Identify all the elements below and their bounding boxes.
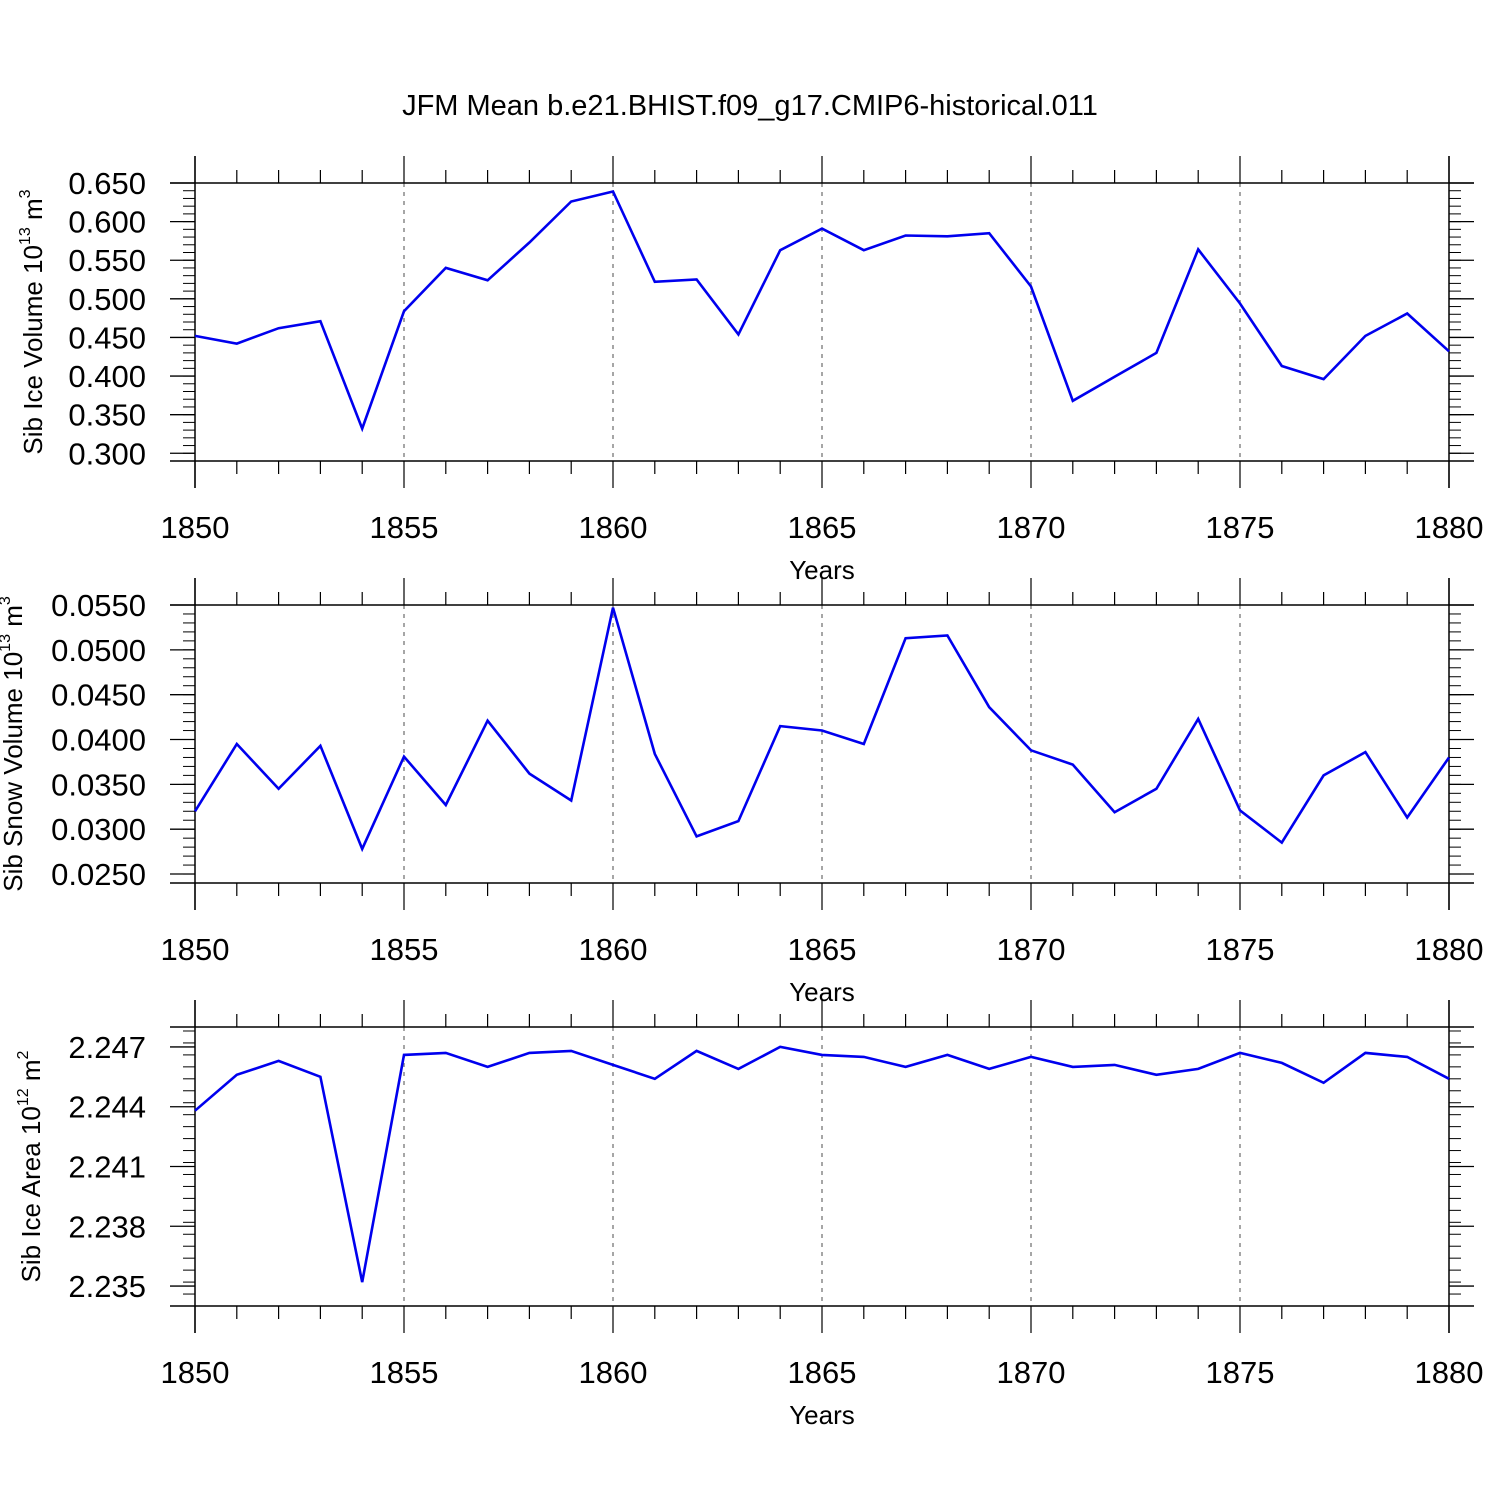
x-tick-label: 1870 — [997, 1355, 1066, 1390]
y-tick-label: 0.0250 — [51, 857, 146, 892]
y-tick-label: 0.0500 — [51, 633, 146, 668]
x-tick-label: 1880 — [1415, 510, 1484, 545]
y-tick-label: 2.247 — [68, 1030, 146, 1065]
chart-title: JFM Mean b.e21.BHIST.f09_g17.CMIP6-histo… — [402, 90, 1098, 122]
x-tick-label: 1875 — [1206, 1355, 1275, 1390]
x-tick-label: 1870 — [997, 932, 1066, 967]
y-tick-label: 0.400 — [68, 359, 146, 394]
x-tick-label: 1860 — [579, 932, 648, 967]
y-tick-label: 0.500 — [68, 282, 146, 317]
y-axis-label: Sib Ice Volume 1013 m3 — [17, 189, 48, 454]
y-tick-label: 0.450 — [68, 320, 146, 355]
x-tick-label: 1850 — [161, 510, 230, 545]
series-line — [194, 1045, 1450, 1283]
y-tick-label: 0.0300 — [51, 812, 146, 847]
y-tick-label: 0.600 — [68, 205, 146, 240]
y-tick-label: 0.350 — [68, 398, 146, 433]
y-tick-label: 2.238 — [68, 1209, 146, 1244]
x-tick-label: 1880 — [1415, 932, 1484, 967]
y-tick-label: 0.300 — [68, 436, 146, 471]
series-line — [193, 607, 1451, 853]
y-tick-label: 2.244 — [68, 1090, 146, 1125]
x-tick-label: 1875 — [1206, 510, 1275, 545]
y-axis-label: Sib Ice Area 1012 m2 — [15, 1050, 46, 1282]
series-line — [194, 189, 1450, 433]
x-tick-label: 1860 — [579, 510, 648, 545]
x-tick-label: 1855 — [370, 510, 439, 545]
y-axis-label: Sib Snow Volume 1013 m3 — [0, 596, 28, 892]
x-tick-label: 1855 — [370, 932, 439, 967]
x-tick-label: 1855 — [370, 1355, 439, 1390]
x-axis-label: Years — [789, 1400, 855, 1430]
x-tick-label: 1850 — [161, 1355, 230, 1390]
y-tick-label: 0.0350 — [51, 767, 146, 802]
y-tick-label: 0.0450 — [51, 678, 146, 713]
y-tick-label: 2.235 — [68, 1269, 146, 1304]
x-tick-label: 1865 — [788, 932, 857, 967]
x-tick-label: 1860 — [579, 1355, 648, 1390]
x-tick-label: 1880 — [1415, 1355, 1484, 1390]
x-tick-label: 1870 — [997, 510, 1066, 545]
x-tick-label: 1865 — [788, 510, 857, 545]
y-tick-label: 2.241 — [68, 1150, 146, 1185]
y-tick-label: 0.650 — [68, 166, 146, 201]
x-tick-label: 1875 — [1206, 932, 1275, 967]
y-tick-label: 0.550 — [68, 243, 146, 278]
y-tick-label: 0.0400 — [51, 723, 146, 758]
y-tick-label: 0.0550 — [51, 588, 146, 623]
x-tick-label: 1865 — [788, 1355, 857, 1390]
x-tick-label: 1850 — [161, 932, 230, 967]
